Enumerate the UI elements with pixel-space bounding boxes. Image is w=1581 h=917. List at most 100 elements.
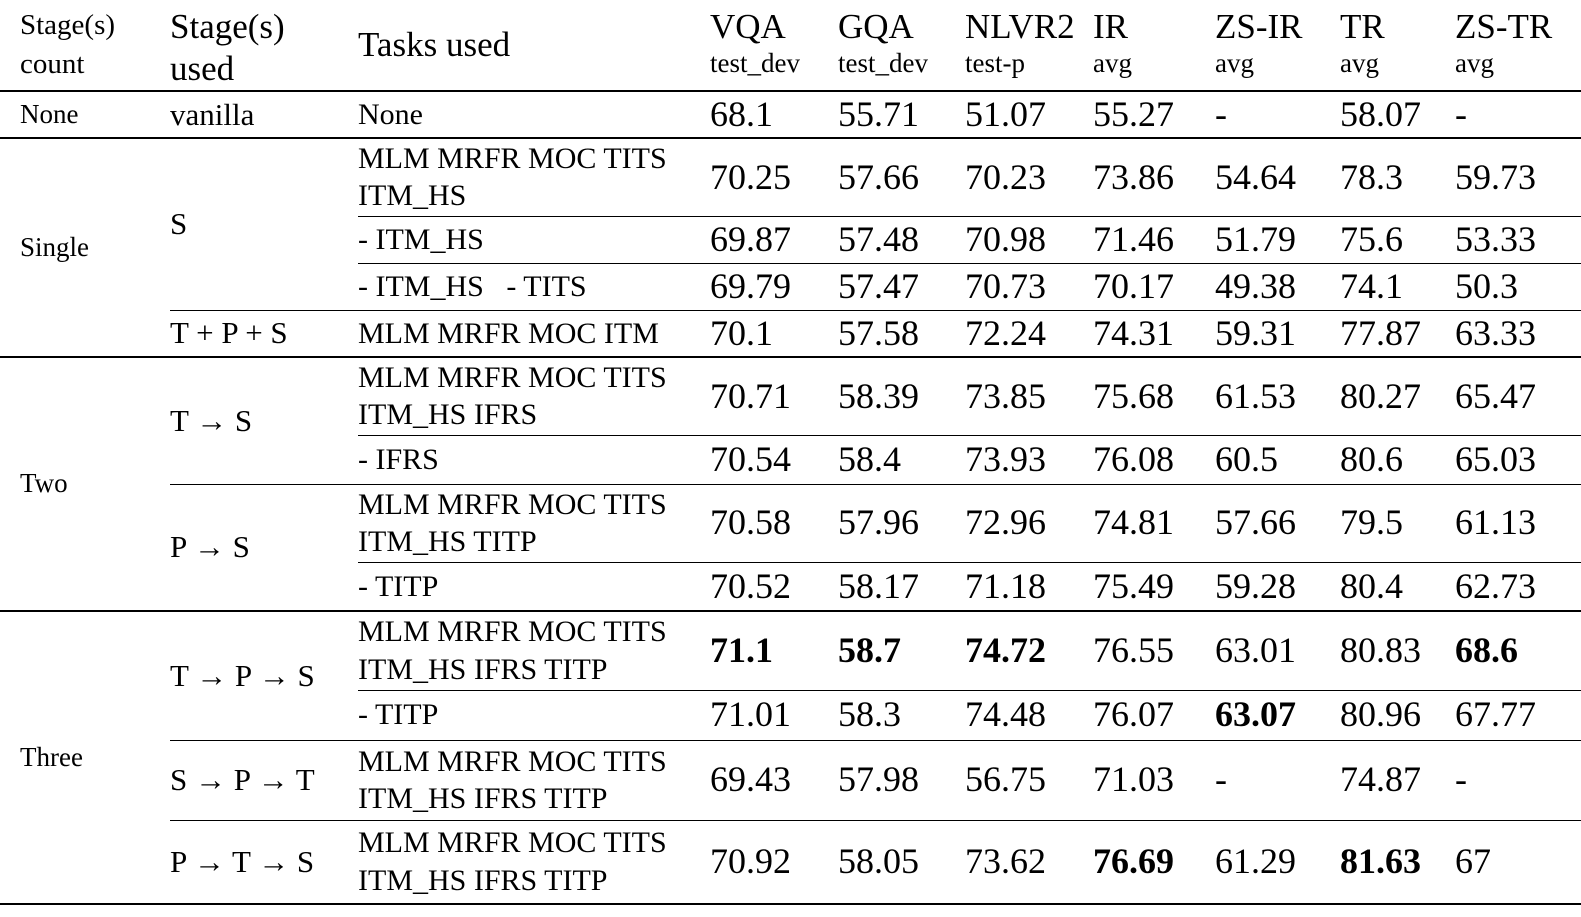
tr-cell: 58.07 bbox=[1340, 91, 1455, 139]
zs-tr-cell: 68.6 bbox=[1455, 610, 1581, 690]
vqa-cell: 70.52 bbox=[710, 561, 838, 611]
tasks-cell: - ITM_HS - TITS bbox=[358, 262, 710, 310]
tr-cell: 80.96 bbox=[1340, 689, 1455, 740]
tr-cell: 78.3 bbox=[1340, 156, 1403, 197]
col-header-stage-count: Stage(s) count bbox=[0, 0, 170, 92]
vqa-cell: 71.01 bbox=[710, 689, 838, 740]
nlvr2-cell: 73.85 bbox=[965, 356, 1093, 435]
stage-count-cell: Two bbox=[0, 356, 170, 611]
col-header-sublabel: used bbox=[170, 49, 235, 88]
zs-tr-cell: 63.33 bbox=[1455, 309, 1581, 357]
stage-count-cell: None bbox=[0, 91, 170, 139]
ir-cell: 70.17 bbox=[1093, 262, 1215, 310]
col-header-vqa: VQA test_dev bbox=[710, 0, 838, 92]
zs-ir-cell: 61.29 bbox=[1215, 819, 1340, 904]
vqa-cell: 68.1 bbox=[710, 91, 838, 139]
tasks-cell: - TITP bbox=[358, 561, 710, 611]
zs-ir-cell: 63.07 bbox=[1215, 689, 1340, 740]
gqa-cell: 55.71 bbox=[838, 91, 965, 139]
tasks-cell: MLM MRFR MOC TITS ITM_HS IFRS TITP bbox=[358, 819, 710, 904]
nlvr2-cell: 70.73 bbox=[965, 262, 1093, 310]
tasks-cell: MLM MRFR MOC TITS ITM_HS IFRS TITP bbox=[358, 739, 710, 820]
zs-ir-cell: - bbox=[1215, 91, 1340, 139]
table-row: P → T → S MLM MRFR MOC TITS ITM_HS IFRS … bbox=[0, 819, 1581, 904]
ir-cell: 71.46 bbox=[1093, 215, 1215, 263]
zs-tr-cell: 61.13 bbox=[1455, 483, 1581, 562]
tr-cell: 74.87 bbox=[1340, 739, 1455, 820]
zs-tr-cell: 50.3 bbox=[1455, 262, 1581, 310]
tasks-cell: MLM MRFR MOC TITS ITM_HS IFRS TITP bbox=[358, 610, 710, 690]
zs-ir-cell: 59.28 bbox=[1215, 561, 1340, 611]
table-row: - IFRS 70.54 58.4 73.93 76.08 60.5 80.6 … bbox=[0, 434, 1581, 484]
vqa-cell: 69.43 bbox=[710, 739, 838, 820]
nlvr2-cell: 51.07 bbox=[965, 91, 1093, 139]
gqa-cell: 58.17 bbox=[838, 561, 965, 611]
vqa-cell: 70.92 bbox=[710, 819, 838, 904]
zs-ir-cell: 59.31 bbox=[1215, 309, 1340, 357]
tr-cell: 74.1 bbox=[1340, 262, 1455, 310]
zs-tr-cell: 62.73 bbox=[1455, 561, 1581, 611]
zs-tr-cell: 65.03 bbox=[1455, 434, 1581, 484]
vqa-cell: 70.71 bbox=[710, 356, 838, 435]
tasks-cell: - ITM_HS bbox=[358, 215, 710, 263]
stage-count-cell: Single bbox=[20, 231, 90, 262]
tr-cell: 80.27 bbox=[1340, 356, 1455, 435]
vqa-cell: 70.25 bbox=[710, 156, 791, 197]
col-header-tr: TR avg bbox=[1340, 0, 1455, 92]
stage-used-cell: P → S bbox=[170, 483, 358, 611]
tasks-cell: MLM MRFR MOC TITS ITM_HS TITP bbox=[358, 483, 710, 562]
zs-ir-cell: 51.79 bbox=[1215, 215, 1340, 263]
col-header-label: VQA bbox=[710, 7, 786, 46]
col-header-label: GQA bbox=[838, 7, 914, 46]
gqa-cell: 57.47 bbox=[838, 262, 965, 310]
stage-used-cell: T + P + S bbox=[170, 309, 358, 357]
nlvr2-cell: 72.96 bbox=[965, 483, 1093, 562]
stage-used-cell: S bbox=[170, 206, 188, 242]
ir-cell: 75.68 bbox=[1093, 356, 1215, 435]
col-header-sublabel: avg bbox=[1455, 48, 1494, 78]
gqa-cell: 58.05 bbox=[838, 819, 965, 904]
tr-cell: 77.87 bbox=[1340, 309, 1455, 357]
zs-ir-cell: 61.53 bbox=[1215, 356, 1340, 435]
ir-cell: 74.81 bbox=[1093, 483, 1215, 562]
col-header-gqa: GQA test_dev bbox=[838, 0, 965, 92]
gqa-cell: 58.7 bbox=[838, 610, 965, 690]
col-header-sublabel: avg bbox=[1340, 48, 1379, 78]
ir-cell: 55.27 bbox=[1093, 91, 1215, 139]
vqa-cell: 69.87 bbox=[710, 215, 838, 263]
col-header-sublabel: test_dev bbox=[710, 48, 800, 78]
col-header-label: Stage(s) bbox=[20, 9, 116, 41]
col-header-zs-tr: ZS-TR avg bbox=[1455, 0, 1581, 92]
col-header-label: ZS-IR bbox=[1215, 7, 1303, 46]
table-row: T + P + S MLM MRFR MOC ITM 70.1 57.58 72… bbox=[0, 309, 1581, 357]
vqa-cell: 70.58 bbox=[710, 483, 838, 562]
ir-cell: 76.69 bbox=[1093, 819, 1215, 904]
gqa-cell: 58.3 bbox=[838, 689, 965, 740]
ir-cell: 74.31 bbox=[1093, 309, 1215, 357]
nlvr2-cell: 73.93 bbox=[965, 434, 1093, 484]
gqa-cell: 57.66 bbox=[838, 156, 919, 197]
zs-tr-cell: 67.77 bbox=[1455, 689, 1581, 740]
vqa-cell: 70.54 bbox=[710, 434, 838, 484]
gqa-cell: 57.48 bbox=[838, 215, 965, 263]
col-header-sublabel: avg bbox=[1215, 48, 1254, 78]
table-row: Single S MLM MRFR MOC TITS ITM_HS 70.25 … bbox=[0, 138, 1581, 262]
col-header-sublabel: avg bbox=[1093, 48, 1132, 78]
gqa-cell: 58.39 bbox=[838, 356, 965, 435]
col-header-stage-used: Stage(s) used bbox=[170, 0, 358, 92]
table-row: Two T → S MLM MRFR MOC TITS ITM_HS IFRS … bbox=[0, 356, 1581, 611]
col-header-label: ZS-TR bbox=[1455, 7, 1553, 46]
tasks-cell: - IFRS bbox=[358, 434, 710, 484]
stage-count-cell: Three bbox=[0, 610, 170, 904]
col-header-nlvr2: NLVR2 test-p bbox=[965, 0, 1093, 92]
col-header-sublabel: test-p bbox=[965, 48, 1025, 78]
stage-used-cell: T → P → S bbox=[170, 610, 358, 740]
col-header-label: NLVR2 bbox=[965, 7, 1075, 46]
nlvr2-cell: 74.48 bbox=[965, 689, 1093, 740]
vqa-cell: 70.1 bbox=[710, 309, 838, 357]
stage-used-cell: S → P → T bbox=[170, 739, 358, 820]
table-row: - TITP 70.52 58.17 71.18 75.49 59.28 80.… bbox=[0, 561, 1581, 611]
nlvr2-cell: 73.62 bbox=[965, 819, 1093, 904]
nlvr2-cell: 56.75 bbox=[965, 739, 1093, 820]
